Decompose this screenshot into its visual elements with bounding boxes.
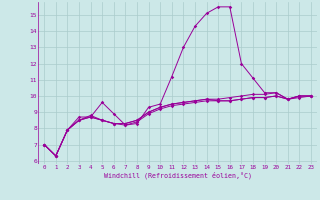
X-axis label: Windchill (Refroidissement éolien,°C): Windchill (Refroidissement éolien,°C) [104,172,252,179]
